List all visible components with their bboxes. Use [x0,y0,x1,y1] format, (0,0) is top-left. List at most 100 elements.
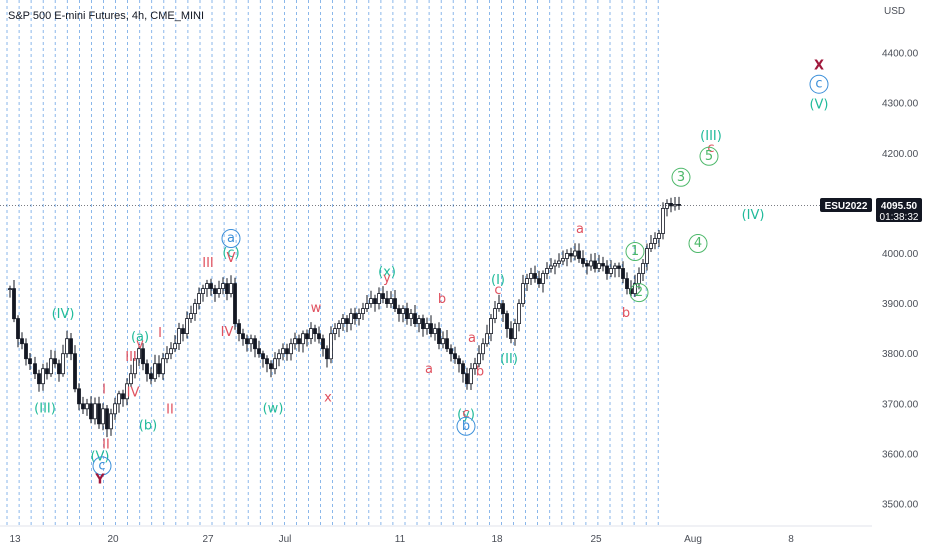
wave-label: (b) [139,418,157,433]
wave-label: 2 [635,285,643,300]
wave-label: c [815,77,822,92]
wave-label: c [707,141,714,156]
candle-body [225,283,229,295]
candle-body [185,318,189,335]
price-tick-label: 3800.00 [882,349,919,360]
candle-body [653,238,657,244]
candle-body [661,207,665,234]
wave-label: X [814,59,824,74]
price-tick-label: 3700.00 [882,399,919,410]
time-axis[interactable]: 13 20 27 Jul 11 18 25 Aug 8 [9,534,794,545]
candle-body [581,258,585,264]
candle-body [405,308,409,320]
candle-body [461,363,465,375]
candle-body [77,388,81,405]
wave-label: I [102,382,106,397]
candle-body [525,278,529,285]
candle-body [625,278,629,290]
candle-body [177,328,181,345]
candle-body [473,363,477,370]
wave-label-circle [671,167,691,187]
wave-label: a [468,331,476,346]
candle-body [393,298,397,310]
candle-body [101,408,105,425]
wave-label: I [158,326,162,341]
candle-body [565,253,569,259]
candle-body [513,323,517,340]
candle-body [273,358,277,370]
candle-body [345,318,349,325]
candle-body [237,323,241,335]
chart-title: S&P 500 E-mini Futures, 4h, CME_MINI [8,10,204,22]
candle-body [477,353,481,365]
wave-label: (III) [34,401,56,416]
candle-body [453,353,457,360]
candle-body [129,373,133,385]
candle-body [289,343,293,355]
candle-body [465,373,469,385]
candle-body [20,338,24,345]
time-tick-label: Aug [684,534,702,545]
candle-body [89,403,93,420]
candle-body [301,333,305,345]
candle-body [337,323,341,330]
candlestick-series[interactable] [8,196,681,438]
candle-body [265,358,269,365]
candle-body [609,268,613,274]
wave-label: a [227,231,235,246]
candle-body [657,233,661,239]
price-tick-label: 4400.00 [882,49,919,60]
candle-body [8,288,12,291]
time-tick-label: Jul [279,534,292,545]
wave-label: a [425,362,433,377]
candle-body [397,308,401,315]
wave-label: 1 [631,244,639,259]
candle-body [149,373,153,380]
candle-body [269,363,273,370]
candle-body [93,403,97,420]
candle-body [105,408,109,430]
candle-body [509,328,513,340]
candle-body [677,203,681,206]
price-tick-label: 4000.00 [882,249,919,260]
wave-label: x [324,390,332,405]
price-tick-label: 4300.00 [882,99,919,110]
candle-body [601,263,605,267]
candle-body [16,318,20,340]
last-price-tag [876,198,922,222]
candle-body [377,293,381,305]
candle-body [557,260,561,264]
time-tick-label: 20 [107,534,119,545]
candle-body [217,288,221,295]
wave-label: (w) [263,401,284,416]
candle-body [173,343,177,350]
candle-body [649,243,653,249]
candle-body [153,363,157,380]
candle-body [121,393,125,400]
wave-label: III [125,350,137,365]
candle-body [24,343,28,360]
wave-label: b [476,365,484,380]
candle-body [497,303,501,310]
time-tick-label: 18 [491,534,503,545]
candle-body [353,313,357,320]
wave-label: (IV) [742,208,765,223]
candle-body [593,260,597,269]
candle-body [433,328,437,335]
candle-body [293,338,297,345]
candle-body [429,323,433,335]
wave-label: IV [127,385,140,400]
candle-body [33,363,37,375]
candle-body [553,263,557,267]
candle-body [241,333,245,340]
symbol-tag-text: ESU2022 [825,201,868,212]
candle-body [501,303,505,315]
candle-body [317,333,321,340]
candle-body [545,268,549,274]
time-tick-label: 27 [202,534,214,545]
candle-body [425,323,429,330]
wave-label-circle [688,234,708,253]
candle-body [53,358,57,365]
price-tick-label: 4200.00 [882,149,919,160]
